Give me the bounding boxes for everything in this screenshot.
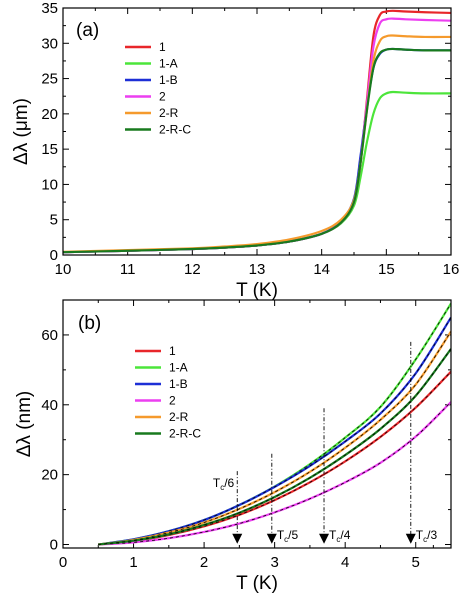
plot-frame — [62, 7, 452, 256]
tc-annotation-label: Tc/5 — [277, 528, 299, 544]
x-tick-label: 11 — [120, 261, 136, 278]
y-tick-label: 5 — [50, 212, 58, 229]
panel-label: (a) — [76, 20, 99, 41]
x-tick-label: 2 — [200, 554, 208, 571]
tc-subscript: c — [220, 483, 224, 492]
x-tick-label: 12 — [184, 261, 201, 278]
legend-label: 1-A — [159, 57, 178, 71]
x-tick-label: 10 — [55, 261, 72, 278]
tc-fraction: /6 — [224, 476, 234, 490]
y-tick-label: 0 — [50, 537, 58, 554]
x-axis-title: T (K) — [236, 573, 278, 594]
y-tick-label: 10 — [41, 176, 58, 193]
plot-frame — [62, 299, 452, 549]
legend-label: 2-R — [169, 410, 189, 424]
tc-subscript: c — [284, 535, 288, 544]
tc-fraction: /4 — [340, 528, 350, 542]
tc-symbol: T — [277, 528, 285, 542]
legend-label: 2-R — [159, 106, 179, 120]
legend-label: 2 — [169, 394, 176, 408]
y-tick-label: 20 — [41, 106, 58, 123]
tc-annotation-label: Tc/6 — [213, 476, 235, 492]
legend-label: 1 — [159, 40, 166, 54]
tc-symbol: T — [329, 528, 337, 542]
legend-label: 1-A — [169, 361, 188, 375]
tc-subscript: c — [336, 535, 340, 544]
x-tick-label: 5 — [412, 554, 420, 571]
tc-annotation-label: Tc/3 — [416, 528, 438, 544]
series-line-2 — [63, 17, 451, 254]
fit-line-2-R — [98, 331, 451, 545]
x-tick-label: 15 — [378, 261, 395, 278]
tc-symbol: T — [213, 476, 221, 490]
tc-symbol: T — [416, 528, 424, 542]
y-tick-label: 25 — [41, 71, 58, 88]
legend-label: 2-R-C — [169, 427, 201, 441]
tc-arrow-icon — [319, 533, 330, 544]
x-tick-label: 16 — [443, 261, 460, 278]
tc-fraction: /3 — [427, 528, 437, 542]
y-tick-label: 30 — [41, 35, 58, 52]
legend-label: 2-R-C — [159, 123, 191, 137]
legend-label: 2 — [159, 90, 166, 104]
series-line-1 — [98, 370, 451, 546]
fit-line-2-R-C — [98, 348, 451, 545]
x-tick-label: 14 — [313, 261, 330, 278]
panel-label: (b) — [78, 313, 101, 334]
x-tick-label: 13 — [249, 261, 266, 278]
y-axis-title: Δλ (μm) — [11, 98, 32, 165]
y-tick-label: 60 — [41, 327, 58, 344]
y-tick-label: 20 — [41, 467, 58, 484]
y-tick-label: 40 — [41, 397, 58, 414]
panel-a-chart: 10 11 12 13 14 15 16 0 5 10 15 20 25 30 35 (a) 1 1-A 1-B 2 2… — [11, 0, 459, 301]
series-line-1-A — [63, 90, 451, 254]
tc-subscript: c — [423, 535, 427, 544]
legend-label: 1-B — [169, 377, 188, 391]
y-tick-label: 15 — [41, 141, 58, 158]
x-tick-label: 4 — [341, 554, 349, 571]
y-tick-label: 0 — [50, 247, 58, 264]
x-tick-label: 0 — [59, 554, 67, 571]
series-line-2-R — [63, 34, 451, 253]
y-axis-title: Δλ (nm) — [14, 391, 35, 458]
x-tick-label: 1 — [129, 554, 137, 571]
tc-annotation-label: Tc/4 — [329, 528, 351, 544]
x-tick-label: 3 — [270, 554, 278, 571]
legend-label: 1 — [169, 344, 176, 358]
legend-label: 1-B — [159, 73, 178, 87]
series-line-2-R-C — [63, 47, 451, 254]
fit-line-1 — [98, 371, 451, 545]
series-line-1-B — [63, 47, 451, 254]
x-axis-title: T (K) — [236, 280, 278, 301]
series-line-2-R-C — [98, 348, 451, 546]
tc-arrow-icon — [232, 533, 243, 544]
fit-line-1-B — [98, 317, 451, 545]
series-line-1 — [63, 9, 451, 254]
fit-line-2 — [98, 401, 451, 545]
tc-arrow-icon — [266, 533, 277, 544]
y-tick-label: 35 — [41, 0, 58, 17]
tc-fraction: /5 — [288, 528, 298, 542]
tc-arrow-icon — [405, 533, 416, 544]
